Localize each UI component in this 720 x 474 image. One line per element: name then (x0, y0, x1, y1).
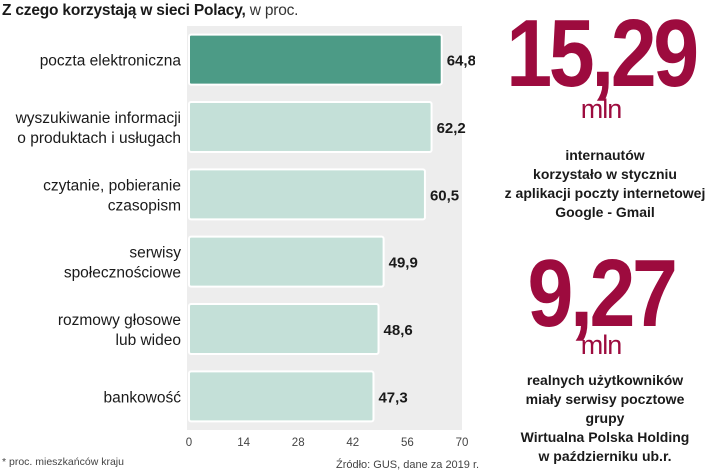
bar (188, 101, 433, 153)
bar (188, 303, 380, 355)
stat-1-desc-line: Google - Gmail (555, 204, 655, 220)
bar-value-label: 60,5 (430, 187, 459, 204)
stat-1-desc-line: z aplikacji poczty internetowej (504, 185, 706, 201)
category-label: czytanie, pobieranie (43, 177, 181, 194)
stat-2-value: 9,27 (527, 240, 678, 347)
x-tick-label: 0 (186, 437, 192, 449)
stat-2-desc-line: miały serwisy pocztowe (525, 391, 685, 407)
bar-value-label: 47,3 (378, 389, 407, 406)
x-tick-label: 28 (292, 437, 305, 449)
bar (188, 235, 385, 288)
chart-title: Z czego korzystają w sieci Polacy, w pro… (2, 2, 298, 20)
stat-1: 15,29 (486, 6, 716, 102)
category-label: wyszukiwanie informacji (15, 110, 181, 127)
stat-1-description: internautów korzystało w styczniu z apli… (490, 146, 720, 222)
category-label: społecznościowe (64, 265, 181, 282)
chart-title-main: Z czego korzystają w sieci Polacy, (2, 2, 246, 19)
x-tick-label: 70 (456, 437, 469, 449)
stat-2-desc-line: Wirtualna Polska Holding (520, 429, 690, 445)
bar (188, 33, 443, 86)
stat-2: 9,27 (486, 246, 716, 342)
stat-2-unit-wrap: mln (486, 332, 716, 359)
chart-title-unit: w proc. (249, 2, 299, 19)
category-label: o produktach i usługach (17, 130, 181, 147)
stat-2-desc-line: realnych użytkowników (526, 372, 684, 388)
category-label: poczta elektroniczna (40, 53, 182, 70)
plot-panel (187, 26, 462, 430)
category-label: lub wideo (116, 332, 182, 349)
x-tick-label: 14 (237, 437, 250, 449)
bar (188, 168, 426, 221)
category-label: serwisy (129, 245, 181, 262)
stat-1-unit-wrap: mln (486, 96, 716, 123)
stat-1-desc-line: korzystało w styczniu (533, 166, 677, 182)
stat-2-description: realnych użytkowników miały serwisy pocz… (490, 371, 720, 466)
bar-value-label: 64,8 (447, 53, 475, 70)
bar-chart: 64,8 poczta elektroniczna 62,2 wyszukiwanie… (15, 26, 475, 449)
bar (188, 370, 375, 423)
stat-1-desc-line: internautów (565, 147, 645, 163)
source-note: Źródło: GUS, dane za 2019 r. (336, 459, 480, 471)
bar-value-label: 49,9 (389, 255, 418, 272)
x-tick-label: 56 (401, 437, 414, 449)
x-tick-label: 42 (346, 437, 359, 449)
bar-value-label: 48,6 (384, 322, 413, 339)
category-label: rozmowy głosowe (58, 312, 181, 329)
stat-1-unit: mln (580, 94, 623, 124)
stat-2-desc-line: w październiku ub.r. (538, 448, 672, 464)
category-label: bankowość (103, 389, 181, 406)
stat-1-value: 15,29 (506, 0, 699, 107)
footnote: * proc. mieszkańców kraju (2, 456, 124, 468)
bar-value-label: 62,2 (437, 120, 466, 137)
category-label: czasopism (108, 197, 181, 214)
stat-2-unit: mln (580, 330, 623, 360)
stat-2-desc-line: grupy (585, 410, 625, 426)
